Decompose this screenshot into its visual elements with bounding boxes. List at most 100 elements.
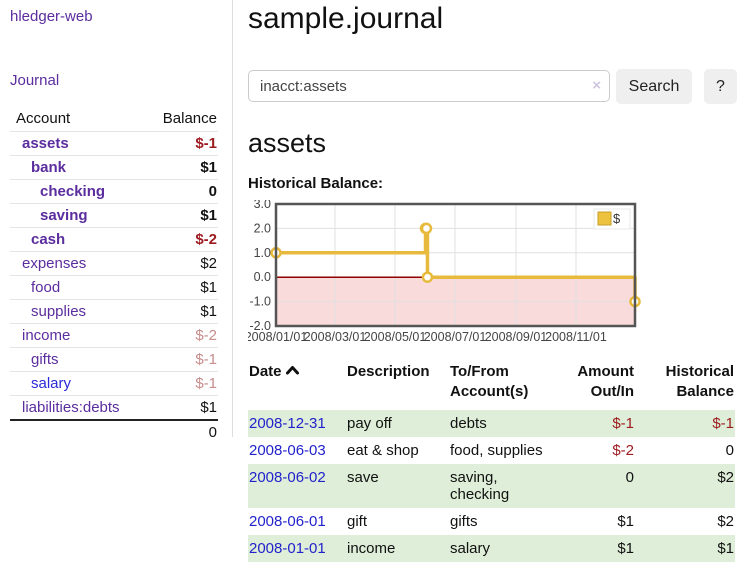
svg-text:-1.0: -1.0 bbox=[249, 295, 271, 309]
account-row: food $1 bbox=[10, 275, 218, 300]
accounts-header-balance: Balance bbox=[162, 110, 217, 127]
page-title: sample.journal bbox=[248, 2, 444, 35]
brand-link[interactable]: hledger-web bbox=[10, 8, 93, 25]
sidebar: hledger-web Journal Account Balance asse… bbox=[0, 0, 232, 582]
account-row: expenses $2 bbox=[10, 251, 218, 276]
account-link-checking[interactable]: checking bbox=[40, 183, 106, 200]
transaction-description: save bbox=[347, 469, 379, 486]
search-button[interactable]: Search bbox=[616, 69, 692, 104]
transaction-date-link[interactable]: 2008-06-01 bbox=[249, 513, 326, 530]
transaction-amount: $1 bbox=[617, 513, 634, 530]
account-row: liabilities:debts $1 bbox=[10, 395, 218, 420]
transaction-description: gift bbox=[347, 513, 368, 530]
account-balance: $1 bbox=[143, 275, 218, 300]
svg-text:2008/09/01: 2008/09/01 bbox=[485, 330, 548, 344]
account-row: salary $-1 bbox=[10, 371, 218, 396]
search-input-wrap: × bbox=[248, 70, 610, 102]
svg-text:0.0: 0.0 bbox=[254, 270, 271, 284]
svg-text:2008/11/01: 2008/11/01 bbox=[545, 330, 607, 344]
account-link-expenses[interactable]: expenses bbox=[22, 255, 87, 272]
register-table: Date Description To/From Account(s) Amou… bbox=[248, 362, 735, 562]
svg-text:3.0: 3.0 bbox=[254, 200, 271, 211]
register-header-description: Description bbox=[347, 363, 430, 380]
main-content: sample.journal × Search ? assets Histori… bbox=[248, 0, 737, 562]
account-balance: $-1 bbox=[143, 131, 218, 156]
account-balance: $-2 bbox=[143, 227, 218, 252]
account-balance: $1 bbox=[143, 203, 218, 228]
transaction-date-link[interactable]: 2008-01-01 bbox=[249, 540, 326, 557]
account-link-supplies[interactable]: supplies bbox=[31, 303, 87, 320]
transaction-amount: $-2 bbox=[612, 442, 634, 459]
account-link-assets[interactable]: assets bbox=[22, 135, 69, 152]
register-row: 2008-06-01 gift gifts $1 $2 bbox=[248, 508, 735, 535]
account-balance: $1 bbox=[143, 299, 218, 324]
account-row: gifts $-1 bbox=[10, 347, 218, 372]
accounts-table: Account Balance assets $-1 bank $1 check… bbox=[10, 106, 218, 444]
transaction-balance: $2 bbox=[717, 469, 734, 486]
account-link-cash[interactable]: cash bbox=[31, 231, 66, 248]
account-link-saving[interactable]: saving bbox=[40, 207, 88, 224]
search-input[interactable] bbox=[248, 70, 610, 102]
account-link-gifts[interactable]: gifts bbox=[31, 351, 59, 368]
transaction-amount: $1 bbox=[617, 540, 634, 557]
register-row: 2008-06-03 eat & shop food, supplies $-2… bbox=[248, 437, 735, 464]
search-form: × Search ? bbox=[248, 69, 737, 104]
transaction-date-link[interactable]: 2008-06-02 bbox=[249, 469, 326, 486]
svg-text:$: $ bbox=[613, 211, 621, 226]
account-link-liabilities-debts[interactable]: liabilities:debts bbox=[22, 399, 120, 416]
transaction-date-link[interactable]: 2008-12-31 bbox=[249, 415, 326, 432]
chart-title: Historical Balance: bbox=[248, 175, 384, 192]
help-button[interactable]: ? bbox=[704, 69, 737, 104]
transaction-description: eat & shop bbox=[347, 442, 419, 459]
account-balance: $2 bbox=[143, 251, 218, 276]
account-balance: $1 bbox=[143, 395, 218, 420]
account-balance: $1 bbox=[143, 155, 218, 180]
account-row: saving $1 bbox=[10, 203, 218, 228]
transaction-date-link[interactable]: 2008-06-03 bbox=[249, 442, 326, 459]
sidebar-item-journal[interactable]: Journal bbox=[10, 72, 60, 89]
transaction-tofrom: debts bbox=[450, 415, 487, 432]
register-header-tofrom: To/From Account(s) bbox=[450, 363, 529, 400]
accounts-total-row: 0 bbox=[10, 419, 218, 444]
transaction-description: pay off bbox=[347, 415, 392, 432]
transaction-amount: $-1 bbox=[612, 415, 634, 432]
register-header-row: Date Description To/From Account(s) Amou… bbox=[248, 362, 735, 410]
account-row: supplies $1 bbox=[10, 299, 218, 324]
svg-text:2008/03/01: 2008/03/01 bbox=[304, 330, 367, 344]
historical-balance-chart: $3.0 2.0 1.0 0.0 -1.0 -2.0 2008/01/01 2008/03/0… bbox=[248, 200, 668, 350]
register-row: 2008-12-31 pay off debts $-1 $-1 bbox=[248, 410, 735, 437]
register-header-date[interactable]: Date bbox=[248, 362, 347, 410]
svg-text:1.0: 1.0 bbox=[254, 246, 271, 260]
account-row: bank $1 bbox=[10, 155, 218, 180]
transaction-balance: $2 bbox=[717, 513, 734, 530]
account-row: cash $-2 bbox=[10, 227, 218, 252]
transaction-tofrom: salary bbox=[450, 540, 491, 557]
svg-text:2008/05/01: 2008/05/01 bbox=[364, 330, 427, 344]
accounts-header-account: Account bbox=[16, 110, 71, 127]
account-balance: $-2 bbox=[143, 323, 218, 348]
transaction-tofrom: food, supplies bbox=[450, 442, 543, 459]
accounts-total-balance: 0 bbox=[143, 419, 218, 444]
account-link-salary[interactable]: salary bbox=[31, 375, 72, 392]
register-row: 2008-01-01 income salary $1 $1 bbox=[248, 535, 735, 562]
transaction-balance: $1 bbox=[717, 540, 734, 557]
clear-search-icon[interactable]: × bbox=[592, 77, 601, 94]
transaction-balance: $-1 bbox=[712, 415, 734, 432]
register-header-amount: Amount Out/In bbox=[577, 363, 634, 400]
account-balance: $-1 bbox=[143, 371, 218, 396]
account-row: checking 0 bbox=[10, 179, 218, 204]
svg-text:2008/07/01: 2008/07/01 bbox=[424, 330, 487, 344]
register-row: 2008-06-02 save saving, checking 0 $2 bbox=[248, 464, 735, 508]
accounts-header-row: Account Balance bbox=[10, 106, 218, 132]
account-link-bank[interactable]: bank bbox=[31, 159, 67, 176]
sidebar-divider bbox=[232, 0, 233, 437]
account-balance: $-1 bbox=[143, 347, 218, 372]
account-link-food[interactable]: food bbox=[31, 279, 61, 296]
account-link-income[interactable]: income bbox=[22, 327, 71, 344]
register-header-balance: Historical Balance bbox=[665, 363, 734, 400]
transaction-tofrom: gifts bbox=[450, 513, 478, 530]
transaction-tofrom: saving, checking bbox=[450, 469, 510, 503]
svg-text:2.0: 2.0 bbox=[254, 221, 271, 235]
svg-text:2008/01/01: 2008/01/01 bbox=[248, 330, 307, 344]
transaction-balance: 0 bbox=[725, 442, 734, 459]
